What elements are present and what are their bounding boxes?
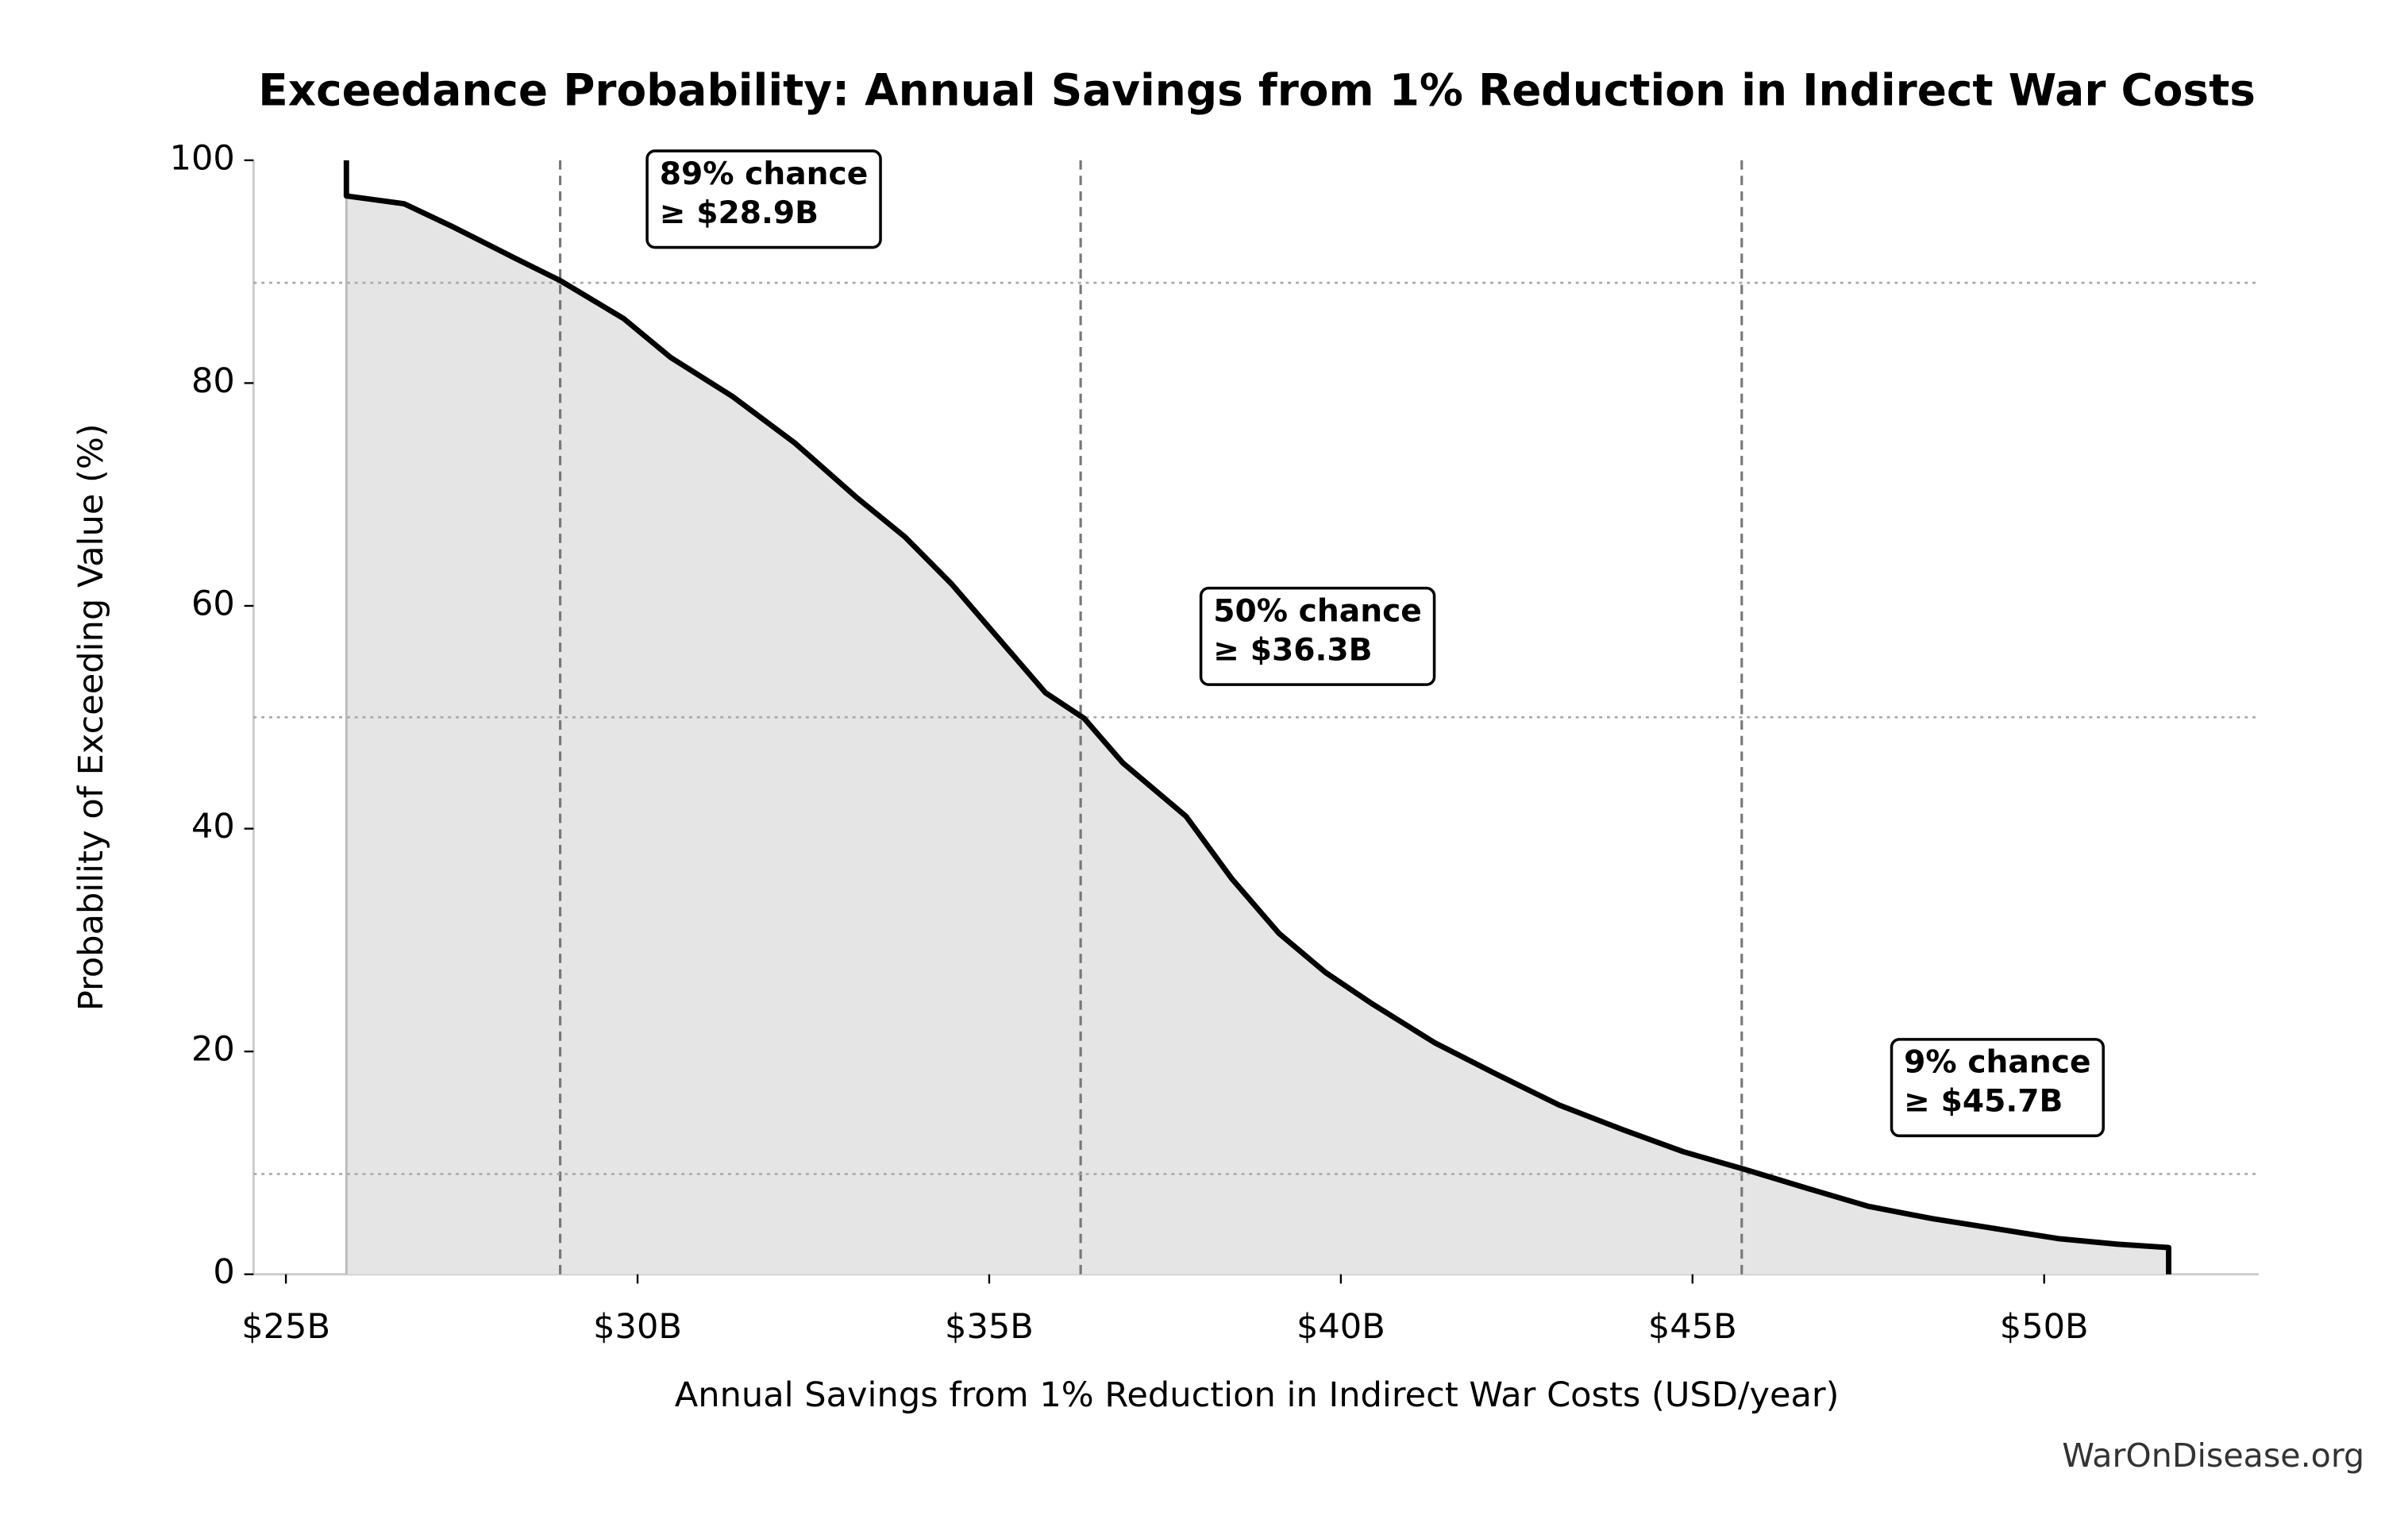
x-tick-label: $35B: [945, 1307, 1034, 1347]
x-axis-label: Annual Savings from 1% Reduction in Indi…: [675, 1375, 1840, 1415]
y-tick-label: 80: [191, 361, 235, 401]
annotation-text: ≥ $36.3B: [1213, 632, 1372, 668]
y-tick-label: 100: [170, 138, 235, 178]
annotation-text: 50% chance: [1213, 593, 1422, 629]
annotation-text: ≥ $45.7B: [1904, 1084, 2063, 1120]
x-tick-label: $50B: [2000, 1307, 2089, 1347]
y-tick-label: 40: [191, 807, 235, 846]
y-tick-label: 20: [191, 1030, 235, 1070]
y-axis-label: Probability of Exceeding Value (%): [71, 423, 111, 1011]
annotation-box: [1199, 586, 1436, 686]
annotation: 50% chance≥ $36.3B: [1199, 586, 1436, 686]
annotation-text: 9% chance: [1904, 1045, 2090, 1081]
x-tick-label: $45B: [1648, 1307, 1737, 1347]
annotation: 9% chance≥ $45.7B: [1890, 1038, 2105, 1138]
x-tick-label: $40B: [1296, 1307, 1385, 1347]
annotation-text: 89% chance: [660, 156, 869, 192]
exceedance-line: [343, 160, 2171, 1275]
x-tick-label: $30B: [593, 1307, 682, 1347]
chart-title: Exceedance Probability: Annual Savings f…: [258, 65, 2256, 116]
annotation: 89% chance≥ $28.9B: [645, 149, 882, 249]
watermark: WarOnDisease.org: [2062, 1437, 2364, 1475]
annotation-box: [645, 149, 882, 249]
y-tick-label: 0: [213, 1252, 234, 1292]
area-fill: [346, 160, 2169, 1275]
annotation-box: [1890, 1038, 2105, 1138]
annotation-text: ≥ $28.9B: [660, 195, 819, 231]
x-tick-label: $25B: [241, 1307, 330, 1347]
y-tick-label: 60: [191, 584, 235, 623]
